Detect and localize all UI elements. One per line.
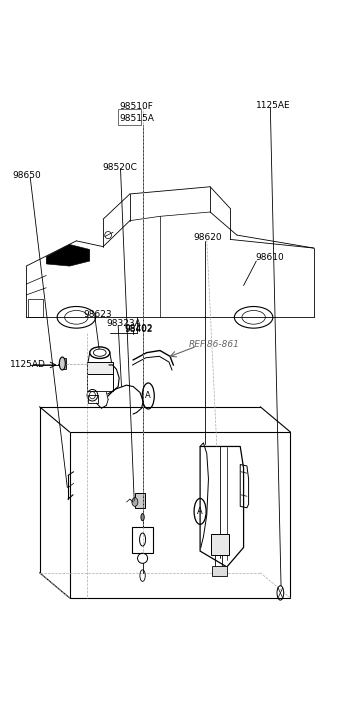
Circle shape: [141, 513, 144, 521]
Bar: [118, 109, 141, 125]
Circle shape: [59, 357, 65, 370]
Text: 98650: 98650: [13, 172, 41, 180]
Text: 98610: 98610: [255, 253, 284, 262]
Bar: [70, 432, 290, 598]
Text: 98323A: 98323A: [106, 318, 141, 328]
Text: A: A: [197, 507, 203, 516]
Text: 1125AD: 1125AD: [10, 361, 45, 369]
Polygon shape: [46, 244, 90, 266]
Bar: [212, 566, 227, 577]
Text: A: A: [146, 391, 151, 401]
Text: 98515A: 98515A: [119, 113, 154, 123]
Text: 98620: 98620: [193, 233, 222, 242]
Text: 1125AE: 1125AE: [256, 101, 291, 110]
Polygon shape: [200, 446, 243, 567]
Ellipse shape: [132, 498, 138, 506]
Text: 98520C: 98520C: [102, 163, 137, 172]
Text: 98402: 98402: [125, 324, 153, 333]
Bar: [62, 358, 66, 369]
Bar: [135, 494, 145, 507]
Bar: [87, 362, 113, 374]
Bar: [211, 534, 229, 555]
Text: REF.86-861: REF.86-861: [188, 340, 239, 349]
Text: 98623: 98623: [83, 310, 112, 319]
Text: 98510F: 98510F: [119, 103, 153, 111]
Bar: [28, 299, 43, 316]
Text: 98402: 98402: [125, 325, 153, 334]
Bar: [132, 527, 153, 553]
Bar: [88, 395, 98, 403]
